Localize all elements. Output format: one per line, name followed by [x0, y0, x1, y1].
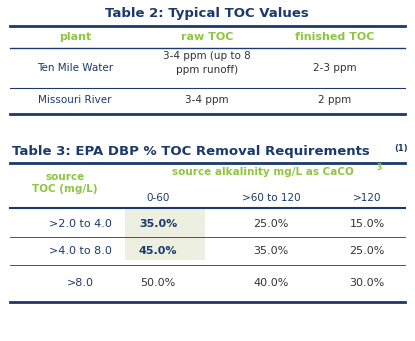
Text: 15.0%: 15.0%: [349, 219, 385, 229]
Text: 3: 3: [377, 163, 382, 173]
Text: 3-4 ppm (up to 8
ppm runoff): 3-4 ppm (up to 8 ppm runoff): [163, 51, 251, 75]
Text: >8.0: >8.0: [66, 278, 93, 288]
Text: 40.0%: 40.0%: [253, 278, 289, 288]
Text: raw TOC: raw TOC: [181, 32, 233, 42]
Text: source alkalinity mg/L as CaCO: source alkalinity mg/L as CaCO: [172, 167, 354, 177]
Text: Ten Mile Water: Ten Mile Water: [37, 63, 113, 73]
Text: Table 3: EPA DBP % TOC Removal Requirements: Table 3: EPA DBP % TOC Removal Requireme…: [12, 145, 370, 158]
Text: >2.0 to 4.0: >2.0 to 4.0: [49, 219, 112, 229]
Text: Missouri River: Missouri River: [38, 95, 112, 105]
Text: 0-60: 0-60: [146, 193, 170, 203]
Text: (1): (1): [394, 144, 408, 153]
Text: 25.0%: 25.0%: [253, 219, 289, 229]
Text: 2-3 ppm: 2-3 ppm: [313, 63, 357, 73]
Text: >120: >120: [353, 193, 381, 203]
Text: 50.0%: 50.0%: [140, 278, 176, 288]
Text: 35.0%: 35.0%: [254, 246, 288, 256]
Text: source
TOC (mg/L): source TOC (mg/L): [32, 172, 98, 194]
Text: >60 to 120: >60 to 120: [242, 193, 300, 203]
Text: 30.0%: 30.0%: [349, 278, 385, 288]
Text: Table 2: Typical TOC Values: Table 2: Typical TOC Values: [105, 8, 309, 20]
Text: finished TOC: finished TOC: [295, 32, 375, 42]
Text: 3-4 ppm: 3-4 ppm: [185, 95, 229, 105]
Text: 35.0%: 35.0%: [139, 219, 177, 229]
Text: 2 ppm: 2 ppm: [318, 95, 352, 105]
Text: 25.0%: 25.0%: [349, 246, 385, 256]
Bar: [125, 208, 205, 260]
Text: plant: plant: [59, 32, 91, 42]
Text: >4.0 to 8.0: >4.0 to 8.0: [49, 246, 112, 256]
Text: 45.0%: 45.0%: [139, 246, 177, 256]
